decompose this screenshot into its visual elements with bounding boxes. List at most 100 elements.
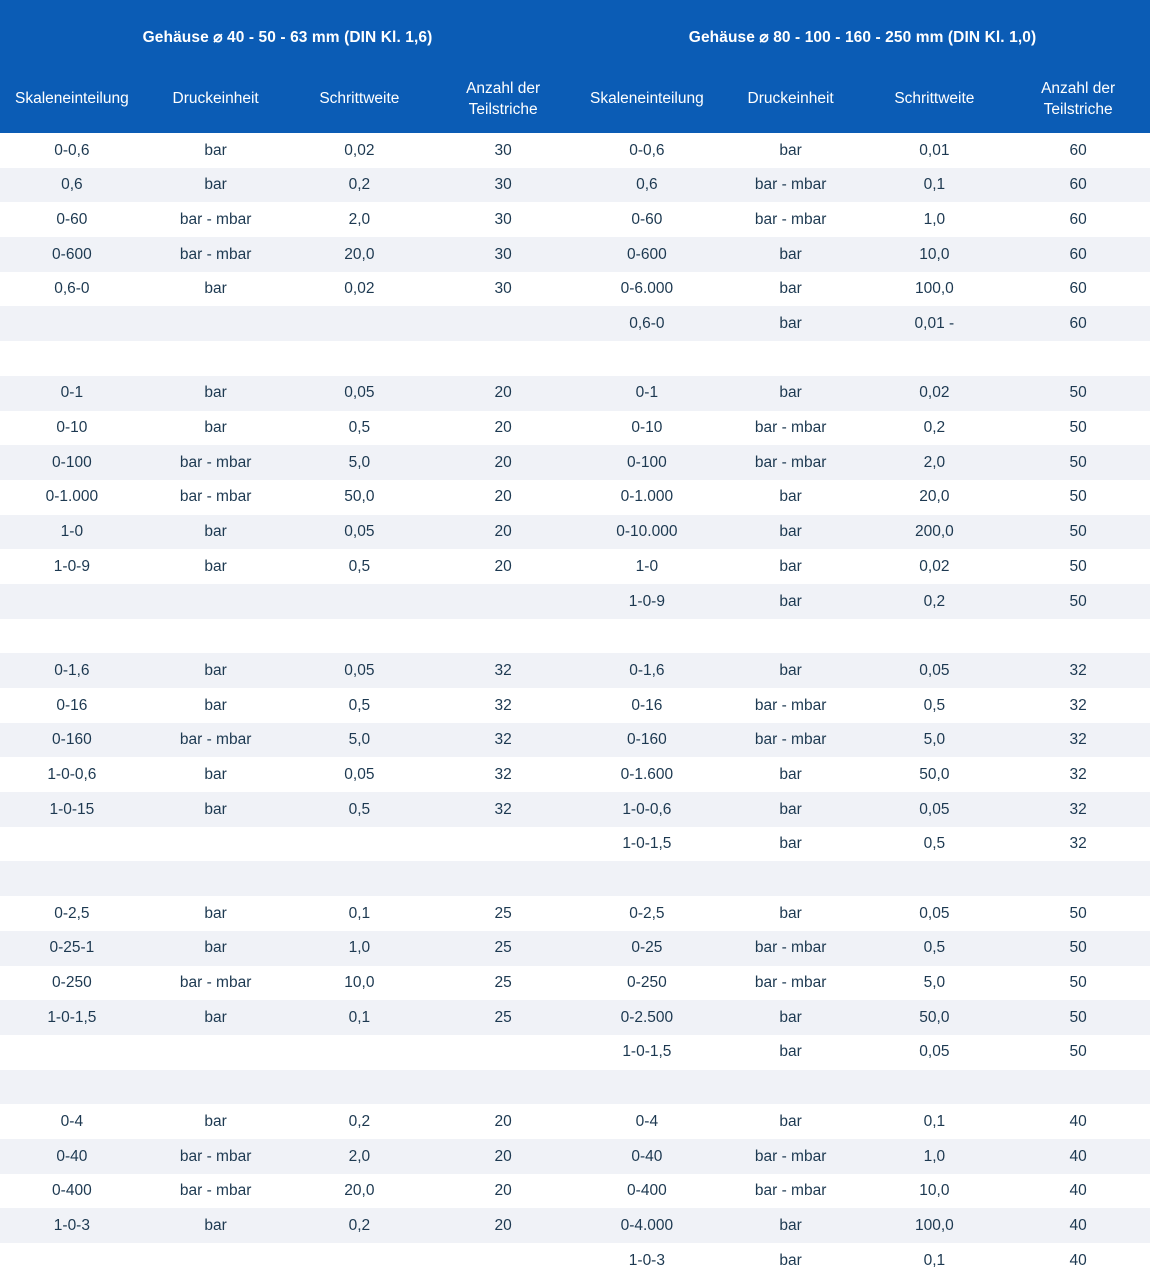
table-cell: 30: [494, 142, 512, 159]
table-row: 0-2,5 bar 0,1 25 0-2,5 bar 0,05 50: [0, 896, 1150, 931]
table-row: 1-0-0,6 bar 0,05 32 0-1.600 bar 50,0 32: [0, 757, 1150, 793]
table-cell: bar: [779, 316, 802, 332]
table-cell: bar: [204, 905, 227, 922]
table-cell: 2,0: [348, 211, 371, 228]
table-cell: bar - mbar: [754, 940, 827, 956]
table-cell: bar: [204, 766, 227, 783]
table-cell: 1,0: [348, 940, 371, 956]
table-cell: 20: [494, 489, 512, 505]
table-row: 0-4 bar 0,2 20 0-4 bar 0,1 40: [0, 1104, 1150, 1139]
table-cell: 5,0: [923, 975, 946, 991]
table-cell: bar: [204, 801, 227, 818]
table-cell: 32: [1069, 766, 1087, 783]
table-body: 0-0,6 bar 0,02 30 0-0,6 bar 0,01 60 0,6 bar 0,2 30 0…: [0, 133, 1150, 1278]
table-cell: bar: [779, 385, 802, 401]
table-cell: 60: [1069, 316, 1087, 332]
table-cell: 0-600: [627, 246, 667, 263]
table-cell: 20,0: [919, 489, 950, 505]
table-cell: 60: [1069, 211, 1087, 228]
table-cell: 50,0: [919, 1009, 950, 1026]
table-cell: 0-10: [56, 420, 88, 436]
table-cell: bar - mbar: [179, 246, 252, 263]
table-cell: 1-0: [635, 558, 659, 575]
table-row: [0, 341, 1150, 376]
table-cell: 1-0-0,6: [622, 801, 672, 818]
group-title-row: Gehäuse ⌀ 40 - 50 - 63 mm (DIN Kl. 1,6) …: [0, 8, 1150, 66]
table-cell: 0,1: [348, 1009, 371, 1026]
table-cell: 50: [1069, 489, 1087, 505]
table-cell: bar - mbar: [179, 211, 252, 228]
table-cell: 0,5: [923, 940, 946, 956]
table-cell: bar - mbar: [754, 420, 827, 436]
table-cell: 20: [494, 385, 512, 401]
table-cell: 40: [1069, 1113, 1087, 1130]
table-cell: 0-1,6: [54, 662, 90, 679]
table-cell: 0,1: [923, 1252, 946, 1269]
table-cell: bar - mbar: [179, 975, 252, 991]
table-row: 0-16 bar 0,5 32 0-16 bar - mbar 0,5 32: [0, 688, 1150, 723]
table-cell: 0-1.000: [45, 489, 99, 505]
table-row: 0-1,6 bar 0,05 32 0-1,6 bar 0,05 32: [0, 653, 1150, 688]
table-cell: 20: [494, 1113, 512, 1130]
table-cell: 0-250: [52, 975, 92, 991]
table-cell: 0-1,6: [629, 662, 665, 679]
table-cell: 32: [1069, 836, 1087, 852]
table-cell: 0,05: [344, 385, 375, 401]
table-cell: 0,05: [919, 662, 950, 679]
table-cell: 50: [1069, 940, 1087, 956]
table-cell: 0-4: [60, 1113, 84, 1130]
table-cell: 50: [1069, 1009, 1087, 1026]
table-cell: 1-0-9: [628, 593, 665, 610]
table-cell: 1-0-1,5: [622, 836, 672, 852]
table-row: 0-250 bar - mbar 10,0 25 0-250 bar - mbar 5,0 5…: [0, 965, 1150, 1001]
table-row: 0-60 bar - mbar 2,0 30 0-60 bar - mbar 1,0 60: [0, 202, 1150, 238]
table-cell: 32: [494, 662, 512, 679]
table-cell: 0-250: [627, 975, 667, 991]
table-cell: bar - mbar: [754, 697, 827, 714]
column-header-teilstriche-right: Anzahl der Teilstriche: [1041, 79, 1116, 118]
table-cell: 60: [1069, 281, 1087, 297]
table-cell: 1-0-3: [628, 1252, 665, 1269]
table-cell: 0-0,6: [54, 142, 90, 159]
table-cell: 20: [494, 524, 512, 540]
table-cell: 0,6-0: [629, 316, 665, 332]
table-cell: 200,0: [914, 524, 954, 540]
table-cell: 100,0: [914, 281, 954, 297]
table-cell: 25: [494, 940, 512, 956]
table-cell: bar - mbar: [179, 732, 252, 748]
table-cell: 0-2,5: [629, 905, 665, 922]
table-row: 1-0-1,5 bar 0,5 32: [0, 826, 1150, 862]
table-cell: 0,1: [348, 905, 371, 922]
table-cell: 1-0-1,5: [47, 1009, 97, 1026]
table-cell: 1-0: [60, 524, 84, 540]
table-cell: bar: [204, 1113, 227, 1130]
table-cell: 0,2: [923, 593, 946, 610]
table-cell: 5,0: [923, 732, 946, 748]
table-cell: 2,0: [348, 1148, 371, 1165]
table-cell: 0-10.000: [616, 524, 678, 540]
table-cell: 1-0-0,6: [47, 766, 97, 783]
table-cell: 0-0,6: [629, 142, 665, 159]
table-cell: 0,2: [348, 177, 371, 193]
table-cell: 50: [1069, 1044, 1087, 1060]
table-row: 0-25-1 bar 1,0 25 0-25 bar - mbar 0,5 50: [0, 930, 1150, 966]
table-cell: 50: [1069, 420, 1087, 436]
table-cell: 40: [1069, 1148, 1087, 1165]
table-cell: 0,05: [919, 801, 950, 818]
table-cell: bar - mbar: [754, 177, 827, 193]
table-cell: 10,0: [344, 975, 375, 991]
table-cell: bar - mbar: [754, 975, 827, 991]
table-cell: 0,5: [348, 558, 371, 575]
table-cell: 25: [494, 905, 512, 922]
table-cell: bar - mbar: [754, 732, 827, 748]
table-cell: 50: [1069, 385, 1087, 401]
table-row: 1-0-9 bar 0,2 50: [0, 583, 1150, 619]
table-cell: bar: [779, 905, 802, 922]
table-cell: bar: [779, 593, 802, 610]
table-cell: bar: [779, 489, 802, 505]
table-cell: bar: [779, 142, 802, 159]
table-cell: bar: [204, 1217, 227, 1234]
table-cell: 0,5: [348, 697, 371, 714]
table-cell: bar: [204, 420, 227, 436]
table-row: 1-0-15 bar 0,5 32 1-0-0,6 bar 0,05 32: [0, 792, 1150, 827]
